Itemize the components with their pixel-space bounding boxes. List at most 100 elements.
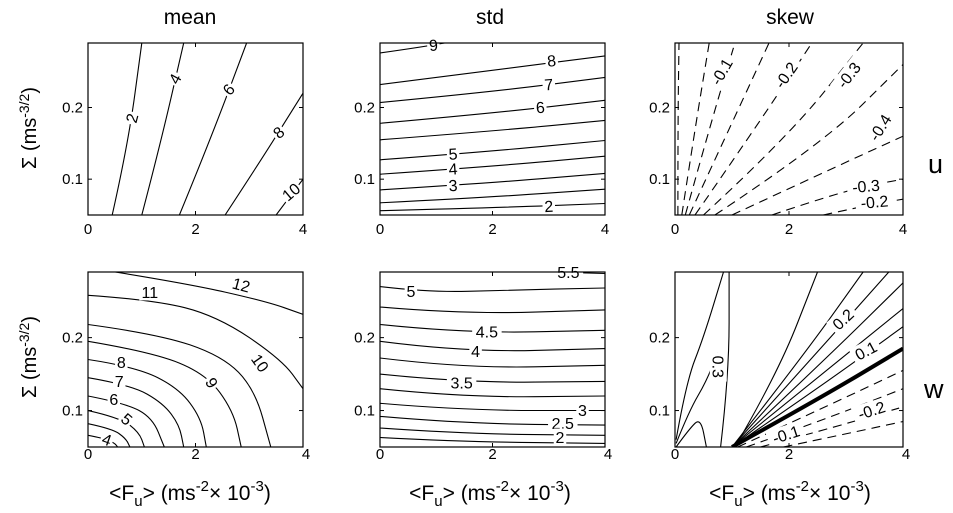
xlabel-main: <F [409, 482, 434, 505]
contour-label-knockout [850, 396, 893, 424]
contour-line [714, 64, 903, 215]
x-tick-label: 0 [376, 221, 384, 238]
contour-label-knockout [533, 97, 548, 117]
xlabel-main: <F [109, 482, 134, 505]
contour-label-knockout [247, 349, 274, 377]
contour-label-knockout [201, 372, 223, 393]
contour-line [111, 272, 303, 315]
contour-line [380, 76, 605, 104]
contour-label-knockout [767, 54, 804, 96]
y-tick-label: 0.2 [649, 330, 670, 347]
contour-line [737, 369, 903, 447]
contour-label: 6 [109, 392, 118, 409]
contour-line [731, 282, 903, 447]
contour-label-group: 5.5 [553, 263, 584, 282]
x-tick-label: 2 [785, 446, 793, 463]
contour-label-knockout [469, 342, 482, 360]
xlabel-sub: u [734, 493, 742, 510]
contour-lines [380, 43, 605, 212]
y-tick-label: 0.1 [354, 171, 375, 188]
contour-label-knockout [830, 54, 867, 96]
y-axis-label-bottom: Σ (ms-3/2) [16, 316, 41, 398]
x-tick-label: 2 [488, 221, 496, 238]
contour-label-group: -0.2 [850, 396, 893, 424]
contour-label-knockout [848, 335, 883, 365]
x-axis-labels: <Fu> (ms-2× 10-3) <Fu> (ms-2× 10-3) <Fu>… [109, 478, 871, 510]
xlabel-sup: -2 [796, 478, 809, 495]
contour-label-group: 8 [268, 121, 289, 143]
xlabel-sup: -2 [496, 478, 509, 495]
x-axis-label-left: <Fu> (ms-2× 10-3) [109, 478, 271, 510]
contour-label-group: 6 [107, 390, 121, 409]
contour-label-group: 3 [576, 401, 589, 420]
contour-label-knockout [112, 372, 126, 390]
contour-label-group: 10 [247, 349, 274, 377]
x-tick-label: 2 [191, 446, 199, 463]
contour-label-group: 8 [544, 51, 559, 71]
contour-label-knockout [446, 144, 460, 163]
x-tick-label: 4 [902, 446, 910, 463]
contour-label-knockout [472, 322, 502, 340]
xlabel-times: × 10 [509, 482, 550, 505]
contour-line [684, 43, 736, 215]
contour-label-knockout [404, 282, 418, 300]
contour-label: 2 [556, 430, 565, 447]
contour-label-knockout [704, 50, 739, 93]
xlabel-tail: ) [864, 482, 871, 505]
contour-label: 2 [544, 199, 554, 216]
x-tick-label: 4 [604, 446, 612, 463]
contour-label: 10 [280, 181, 305, 206]
contour-label: 12 [230, 276, 252, 297]
contour-line [675, 351, 719, 444]
contour-label-group: -0.3 [830, 54, 867, 96]
contour-lines [380, 272, 605, 444]
contour-line [681, 43, 710, 215]
column-titles: mean std skew [164, 6, 815, 29]
xlabel-sup2: -3 [551, 478, 564, 495]
contour-label-knockout [548, 414, 578, 432]
column-title-skew: skew [766, 6, 815, 29]
x-tick-label: 2 [191, 221, 199, 238]
contour-label-group: 8 [115, 353, 128, 372]
contour-line [731, 346, 903, 447]
contour-line [380, 436, 605, 444]
contour-label-group: -0.2 [854, 191, 895, 213]
column-title-std: std [476, 6, 504, 29]
contour-label: 8 [547, 53, 557, 71]
contour-line [88, 423, 131, 447]
y-tick-label: 0.2 [62, 330, 83, 347]
contour-line [380, 155, 605, 175]
contour-label-group: 9 [426, 35, 441, 55]
contour-label-knockout [116, 408, 138, 430]
contour-line [380, 323, 605, 333]
y-tick-label: 0.2 [649, 100, 670, 117]
contour-label: 8 [117, 355, 126, 372]
contour-label-knockout [164, 69, 186, 89]
x-tick-label: 2 [488, 446, 496, 463]
contour-label-group: 6 [217, 79, 239, 100]
x-tick-label: 4 [899, 221, 907, 238]
contour-line [380, 427, 605, 436]
contour-line [380, 55, 605, 86]
contour-label-knockout [446, 176, 460, 195]
contour-line [703, 43, 864, 215]
panel-u-mean: 2 4 6 8 10 0 2 4 0.1 0.2 [62, 42, 307, 238]
contour-label: 3.5 [450, 375, 472, 392]
contour-label-group: -0.1 [704, 50, 739, 93]
contour-line [675, 272, 725, 440]
contour-label-knockout [862, 106, 898, 148]
contour-label-knockout [121, 109, 142, 127]
contour-label-knockout [553, 428, 567, 446]
contour-line [677, 43, 680, 215]
contour-line [380, 188, 605, 204]
contour-label-group: 5 [116, 408, 138, 430]
row-label-w: w [923, 374, 944, 404]
contour-label-group: 2 [542, 197, 556, 216]
contour-label-group: -0.2 [767, 54, 804, 96]
contour-label-group: 4.5 [472, 322, 502, 341]
plot-frame [379, 42, 606, 216]
contour-line [675, 421, 707, 447]
y-tick-label: 0.1 [354, 403, 375, 420]
